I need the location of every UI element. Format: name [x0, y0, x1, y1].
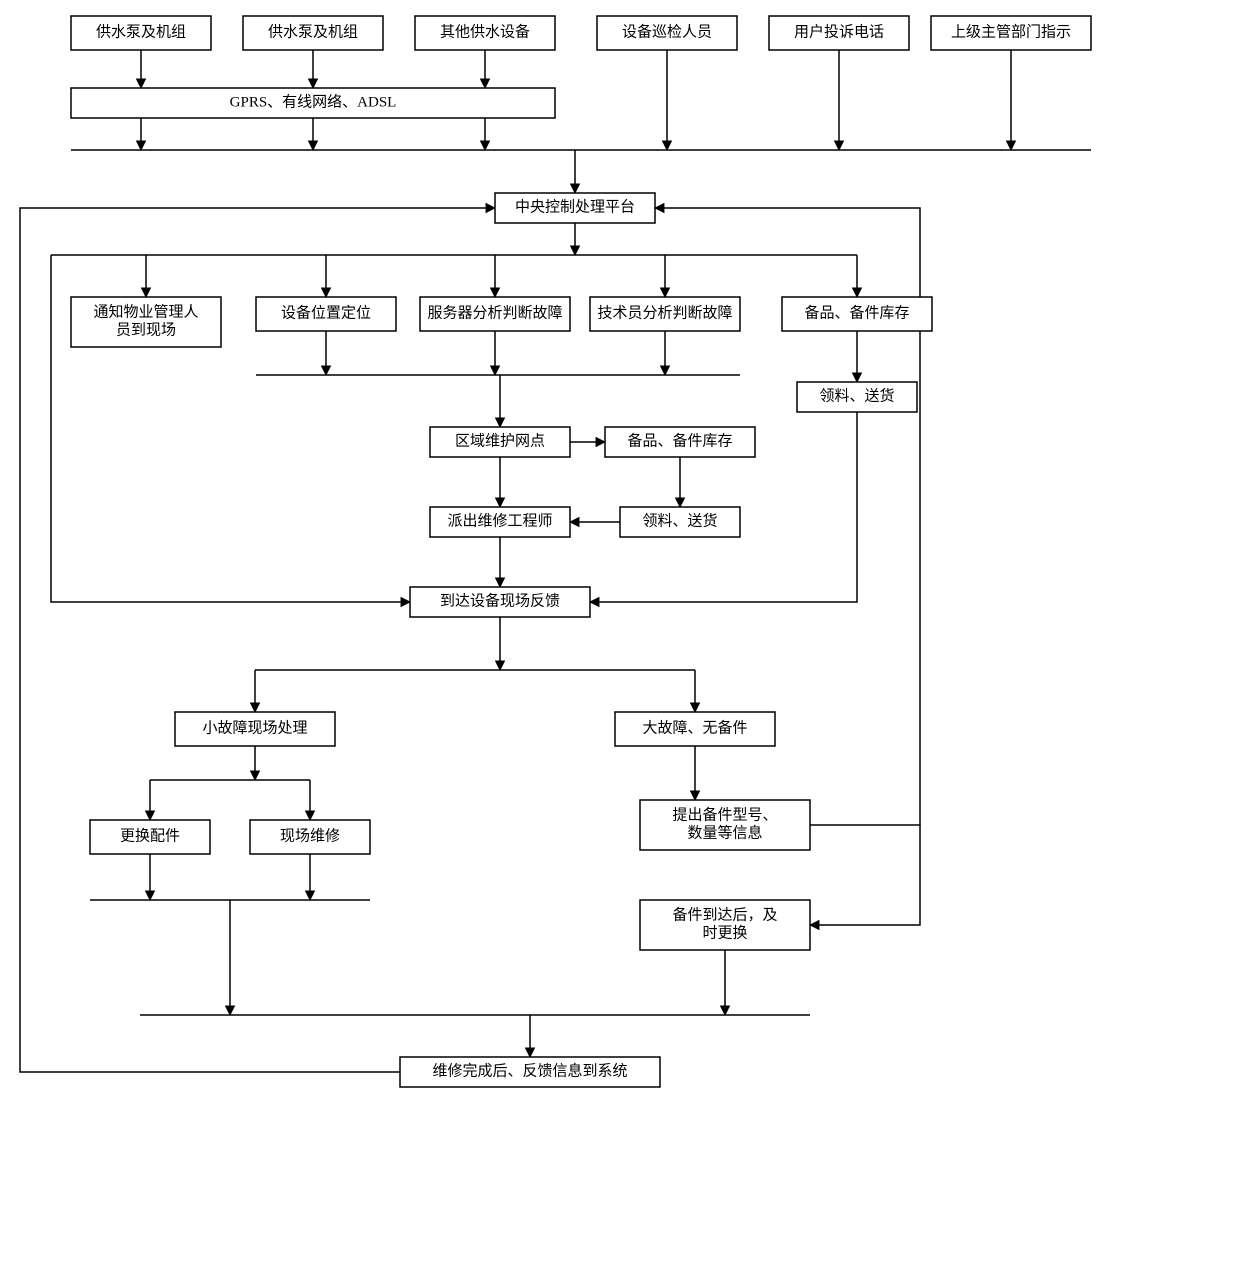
node-n23: 现场维修	[250, 820, 370, 854]
node-label: 其他供水设备	[440, 23, 530, 40]
node-n20: 小故障现场处理	[175, 712, 335, 746]
node-n26: 维修完成后、反馈信息到系统	[400, 1057, 660, 1087]
node-label: 现场维修	[280, 827, 340, 844]
node-label: GPRS、有线网络、ADSL	[230, 93, 397, 110]
node-n6: 上级主管部门指示	[931, 16, 1091, 50]
node-label: 备品、备件库存	[804, 304, 909, 321]
node-n25: 备件到达后，及时更换	[640, 900, 810, 950]
node-n17: 领料、送货	[620, 507, 740, 537]
node-n21: 大故障、无备件	[615, 712, 775, 746]
node-n1: 供水泵及机组	[71, 16, 211, 50]
node-n9: 通知物业管理人员到现场	[71, 297, 221, 347]
node-n11: 服务器分析判断故障	[420, 297, 570, 331]
node-label: 设备位置定位	[281, 304, 371, 321]
node-label: 中央控制处理平台	[515, 198, 635, 215]
node-label: 提出备件型号、	[672, 806, 777, 823]
node-label: 区域维护网点	[455, 432, 545, 449]
node-label: 备品、备件库存	[627, 432, 732, 449]
node-n13: 备品、备件库存	[782, 297, 932, 331]
node-label: 通知物业管理人	[93, 303, 198, 320]
nodes: 供水泵及机组 供水泵及机组 其他供水设备 设备巡检人员 用户投诉电话 上级主管部门指示 GP…	[71, 16, 1091, 1087]
node-label: 设备巡检人员	[622, 23, 712, 40]
node-label: 备件到达后，及	[672, 906, 777, 923]
node-n16: 派出维修工程师	[430, 507, 570, 537]
node-label: 数量等信息	[687, 823, 762, 841]
node-label: 小故障现场处理	[202, 718, 307, 736]
node-label: 派出维修工程师	[447, 512, 552, 529]
node-label: 大故障、无备件	[642, 718, 747, 736]
node-label: 时更换	[702, 924, 747, 941]
node-label: 供水泵及机组	[268, 23, 358, 40]
node-n12: 技术员分析判断故障	[590, 297, 740, 331]
node-n22: 更换配件	[90, 820, 210, 854]
node-label: 供水泵及机组	[96, 23, 186, 40]
node-label: 技术员分析判断故障	[597, 303, 732, 321]
node-label: 服务器分析判断故障	[427, 303, 562, 321]
node-n7: GPRS、有线网络、ADSL	[71, 88, 555, 118]
node-n2: 供水泵及机组	[243, 16, 383, 50]
node-n10: 设备位置定位	[256, 297, 396, 331]
node-label: 员到现场	[116, 321, 176, 338]
node-label: 领料、送货	[642, 512, 717, 529]
node-n8: 中央控制处理平台	[495, 193, 655, 223]
node-n5: 用户投诉电话	[769, 16, 909, 50]
node-label: 到达设备现场反馈	[440, 592, 560, 609]
flowchart: 供水泵及机组 供水泵及机组 其他供水设备 设备巡检人员 用户投诉电话 上级主管部门指示 GP…	[0, 0, 1240, 1269]
edge	[810, 825, 920, 925]
node-n4: 设备巡检人员	[597, 16, 737, 50]
node-label: 用户投诉电话	[794, 23, 884, 40]
node-label: 上级主管部门指示	[951, 23, 1071, 40]
node-n18: 到达设备现场反馈	[410, 587, 590, 617]
node-label: 领料、送货	[819, 387, 894, 404]
node-label: 更换配件	[120, 827, 180, 844]
node-n3: 其他供水设备	[415, 16, 555, 50]
node-n15: 备品、备件库存	[605, 427, 755, 457]
node-n14: 区域维护网点	[430, 427, 570, 457]
node-n24: 提出备件型号、数量等信息	[640, 800, 810, 850]
node-n19: 领料、送货	[797, 382, 917, 412]
node-label: 维修完成后、反馈信息到系统	[432, 1062, 627, 1079]
